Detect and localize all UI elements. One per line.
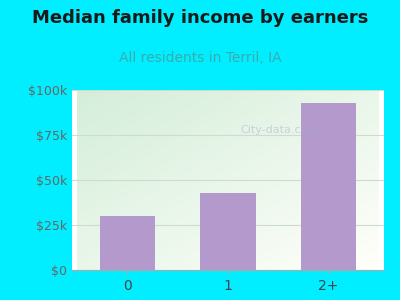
Text: All residents in Terril, IA: All residents in Terril, IA [119, 51, 281, 65]
Bar [301, 103, 356, 270]
Text: City-data.com: City-data.com [240, 124, 319, 135]
Bar [100, 216, 155, 270]
Text: Median family income by earners: Median family income by earners [32, 9, 368, 27]
Bar [200, 193, 256, 270]
